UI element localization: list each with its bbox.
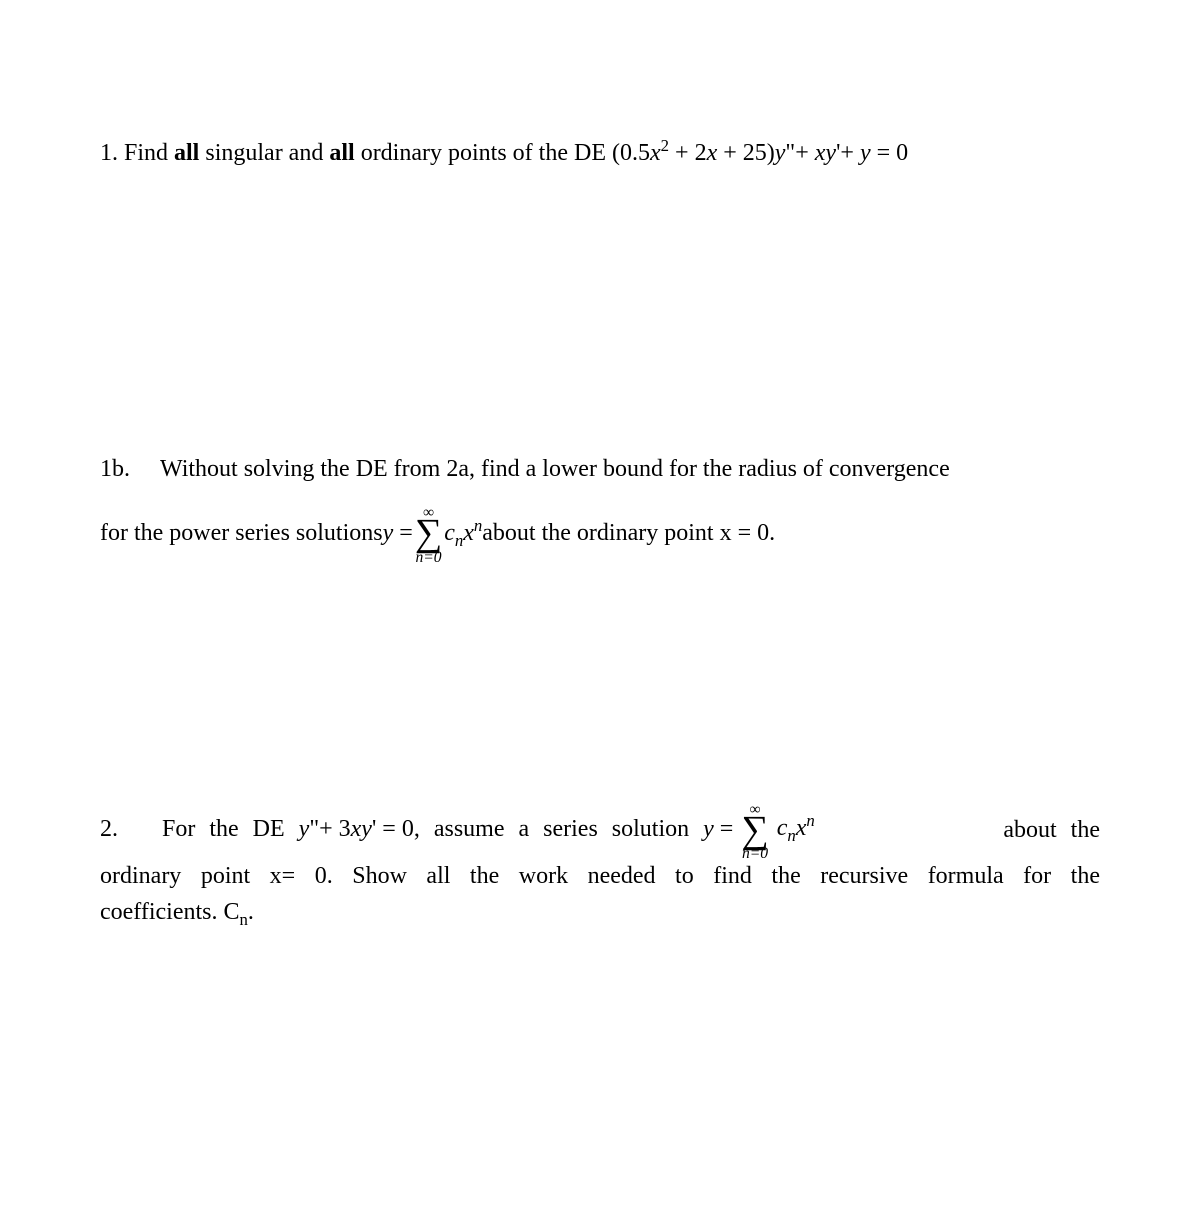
problem-1b: 1b. Without solving the DE from 2a, find … <box>100 451 1100 562</box>
problem-2-line3-after: . <box>248 899 254 925</box>
problem-1-bold-all-2: all <box>329 140 354 166</box>
problem-1-bold-all-1: all <box>174 140 199 166</box>
problem-1-equation: (0.5x2 + 2x + 25)y"+ xy'+ y = 0 <box>612 140 908 166</box>
problem-2-number: 2. <box>100 815 118 841</box>
problem-2-line1: 2. For the DE y"+ 3xy' = 0, assume a seri… <box>100 802 1100 859</box>
problem-1: 1. Find all singular and all ordinary po… <box>100 135 1100 171</box>
problem-1b-line2-after: about the ordinary point x = 0. <box>482 515 775 551</box>
problem-1b-line1: 1b. Without solving the DE from 2a, find … <box>100 451 1100 487</box>
problem-2-line1-mid: , assume a series solution <box>414 815 703 841</box>
problem-2: 2. For the DE y"+ 3xy' = 0, assume a seri… <box>100 802 1100 931</box>
problem-2-line3: coefficients. Cn. <box>100 894 1100 930</box>
sum-sigma: ∑ <box>415 517 442 550</box>
problem-1b-sum: ∞ ∑ n=0 <box>415 505 442 562</box>
problem-2-line2: ordinary point x= 0. Show all the work n… <box>100 858 1100 894</box>
problem-2-series-term: cnxn <box>777 815 815 841</box>
sum-sigma-2: ∑ <box>741 814 768 847</box>
problem-1b-line1-text: Without solving the DE from 2a, find a l… <box>160 456 950 482</box>
problem-2-line1-after: about the <box>1003 812 1100 848</box>
problem-2-de: y"+ 3xy' = 0 <box>299 815 414 841</box>
problem-1-number: 1. <box>100 140 118 166</box>
problem-2-series-lhs: y = <box>703 815 739 841</box>
problem-1-text-c: ordinary points of the DE <box>355 140 612 166</box>
problem-1-text-a: Find <box>118 140 174 166</box>
problem-2-line3-before: coefficients. C <box>100 899 240 925</box>
problem-1b-line2: for the power series solutions y = ∞ ∑ n… <box>100 505 1100 562</box>
problem-1b-number: 1b. <box>100 456 130 482</box>
problem-1b-series-term: cnxn <box>444 515 482 551</box>
problem-2-sum: ∞ ∑ n=0 <box>741 802 768 859</box>
problem-1-text-b: singular and <box>199 140 329 166</box>
problem-2-line3-sub: n <box>240 910 248 929</box>
sum-bottom-2: n=0 <box>741 846 768 858</box>
sum-bottom: n=0 <box>415 550 442 562</box>
problem-2-line1-before: For the DE <box>162 815 299 841</box>
problem-1b-series-lhs: y = <box>383 515 413 551</box>
problem-1b-line2-before: for the power series solutions <box>100 515 383 551</box>
